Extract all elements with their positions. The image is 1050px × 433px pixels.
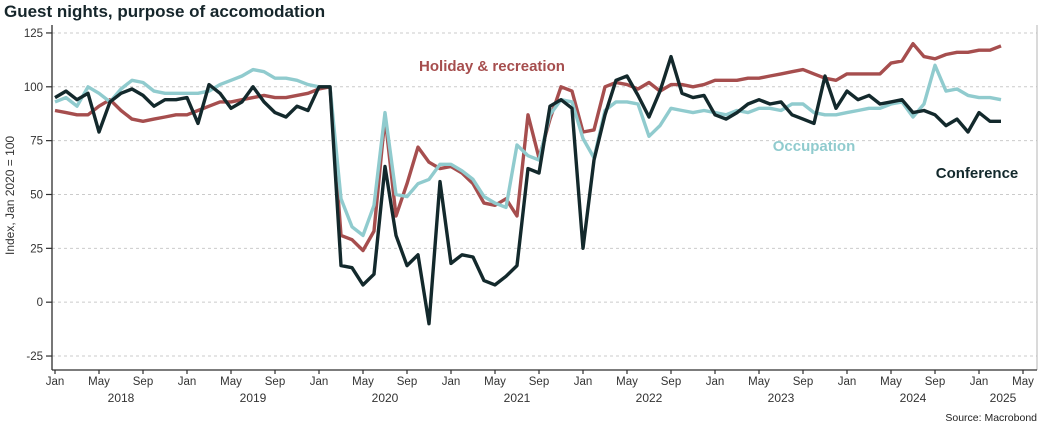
series-line-holiday-recreation bbox=[54, 42, 1002, 253]
y-tick-label-100: 100 bbox=[24, 82, 43, 94]
y-tick-label-25: 25 bbox=[30, 243, 43, 255]
year-label-2021: 2021 bbox=[504, 391, 531, 405]
series-label-conference: Conference bbox=[936, 165, 1019, 182]
series-label-occupation: Occupation bbox=[773, 138, 856, 155]
year-label-2019: 2019 bbox=[240, 391, 267, 405]
x-tick-label-Sep-2019: Sep bbox=[265, 376, 285, 388]
y-tick-label-75: 75 bbox=[30, 136, 43, 148]
chart-title: Guest nights, purpose of accomodation bbox=[4, 2, 326, 21]
x-axis-ticks: Jan May Sep 2018 Jan May Sep 2019 Jan May Sep 2020 J… bbox=[46, 370, 1034, 405]
year-label-2024: 2024 bbox=[900, 391, 927, 405]
x-tick-label-Sep-2021: Sep bbox=[529, 376, 549, 388]
year-label-2023: 2023 bbox=[768, 391, 795, 405]
x-tick-label-Sep-2018: Sep bbox=[133, 376, 153, 388]
y-tick-label-125: 125 bbox=[24, 28, 43, 40]
y-tick-label--25: -25 bbox=[26, 351, 43, 363]
x-tick-label-Sep-2024: Sep bbox=[925, 376, 945, 388]
x-tick-label-Sep-2020: Sep bbox=[397, 376, 417, 388]
year-label-2022: 2022 bbox=[636, 391, 663, 405]
year-label-2018: 2018 bbox=[108, 391, 135, 405]
y-gridlines bbox=[52, 32, 1037, 357]
series-line-occupation bbox=[54, 63, 1002, 238]
year-label-2025: 2025 bbox=[990, 391, 1017, 405]
x-tick-label-Jan-2022: Jan bbox=[574, 376, 593, 388]
axes bbox=[51, 25, 1038, 371]
y-axis-title: Index, Jan 2020 = 100 bbox=[3, 136, 17, 255]
x-tick-label-Jan-2023: Jan bbox=[706, 376, 725, 388]
x-tick-label-May-2020: May bbox=[352, 376, 374, 388]
x-tick-label-Jan-2018: Jan bbox=[46, 376, 65, 388]
x-tick-label-May-2025: May bbox=[1012, 376, 1034, 388]
x-tick-label-May-2021: May bbox=[484, 376, 506, 388]
x-tick-label-Sep-2023: Sep bbox=[793, 376, 813, 388]
x-tick-label-May-2019: May bbox=[220, 376, 242, 388]
x-tick-label-Sep-2022: Sep bbox=[661, 376, 681, 388]
x-tick-label-Jan-2020: Jan bbox=[310, 376, 329, 388]
x-tick-label-May-2023: May bbox=[748, 376, 770, 388]
x-tick-label-May-2022: May bbox=[616, 376, 638, 388]
x-tick-label-Jan-2024: Jan bbox=[838, 376, 857, 388]
x-tick-label-Jan-2025: Jan bbox=[970, 376, 989, 388]
y-axis-ticks: 125 100 75 50 25 0 -25 bbox=[24, 28, 52, 363]
x-tick-label-May-2024: May bbox=[880, 376, 902, 388]
series-labels: Holiday & recreation Occupation Conference bbox=[419, 58, 1018, 182]
x-tick-label-Jan-2019: Jan bbox=[178, 376, 197, 388]
x-tick-label-Jan-2021: Jan bbox=[442, 376, 461, 388]
y-tick-label-0: 0 bbox=[37, 297, 43, 309]
series-label-holiday-recreation: Holiday & recreation bbox=[419, 58, 565, 75]
x-tick-label-May-2018: May bbox=[88, 376, 110, 388]
year-label-2020: 2020 bbox=[372, 391, 399, 405]
series-lines bbox=[54, 42, 1002, 326]
y-tick-label-50: 50 bbox=[30, 189, 43, 201]
source-credit: Source: Macrobond bbox=[945, 412, 1037, 424]
series-line-conference bbox=[54, 54, 1001, 326]
